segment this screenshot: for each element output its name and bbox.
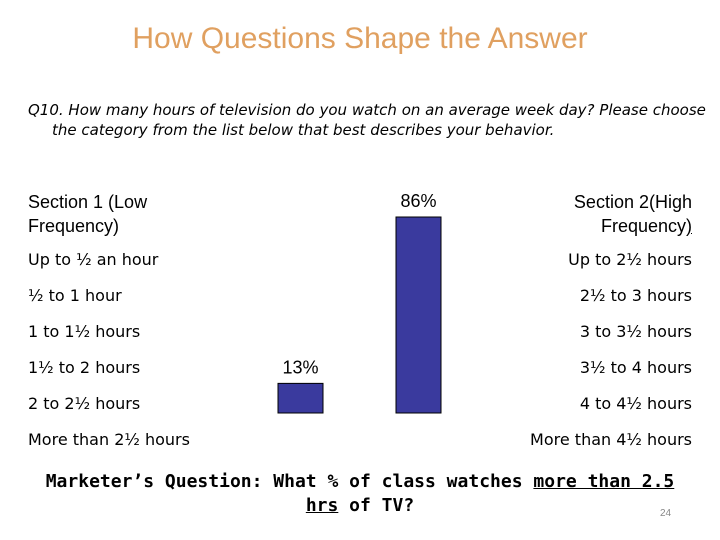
- marketer-question: Marketer’s Question: What % of class wat…: [40, 470, 680, 518]
- bar-1: [277, 382, 324, 414]
- section1-category-6: More than 2½ hours: [28, 430, 190, 449]
- data-label-1: 13%: [282, 357, 318, 377]
- page-number: 24: [660, 508, 672, 519]
- section2-label-tail: ): [686, 216, 692, 236]
- section1-category-2: ½ to 1 hour: [28, 286, 122, 305]
- section2-label: Section 2(High Frequency): [512, 190, 692, 238]
- data-label-2: 86%: [400, 191, 436, 211]
- footer-prefix: Marketer’s Question: What % of class wat…: [45, 471, 534, 492]
- footer-emphasis-1: more than 2.5: [533, 471, 675, 492]
- footer-emphasis-2: hrs: [305, 495, 339, 516]
- section1-category-4: 1½ to 2 hours: [28, 358, 141, 377]
- section1-category-1: Up to ½ an hour: [28, 250, 159, 269]
- footer-suffix: of TV?: [338, 495, 415, 516]
- section2-category-4: 3½ to 4 hours: [579, 358, 692, 377]
- section2-category-6: More than 4½ hours: [530, 430, 692, 449]
- section2-category-2: 2½ to 3 hours: [579, 286, 692, 305]
- section2-category-5: 4 to 4½ hours: [579, 394, 692, 413]
- section1-category-5: 2 to 2½ hours: [28, 394, 141, 413]
- section1-label: Section 1 (Low Frequency): [28, 192, 148, 236]
- section2-label-main: Section 2(High Frequency: [573, 192, 692, 236]
- question-text: Q10. How many hours of television do you…: [28, 101, 706, 139]
- section2-category-3: 3 to 3½ hours: [579, 322, 692, 341]
- bar-2: [395, 216, 442, 414]
- section1-category-3: 1 to 1½ hours: [28, 322, 141, 341]
- slide-title: How Questions Shape the Answer: [132, 22, 588, 55]
- section2-category-1: Up to 2½ hours: [568, 250, 692, 269]
